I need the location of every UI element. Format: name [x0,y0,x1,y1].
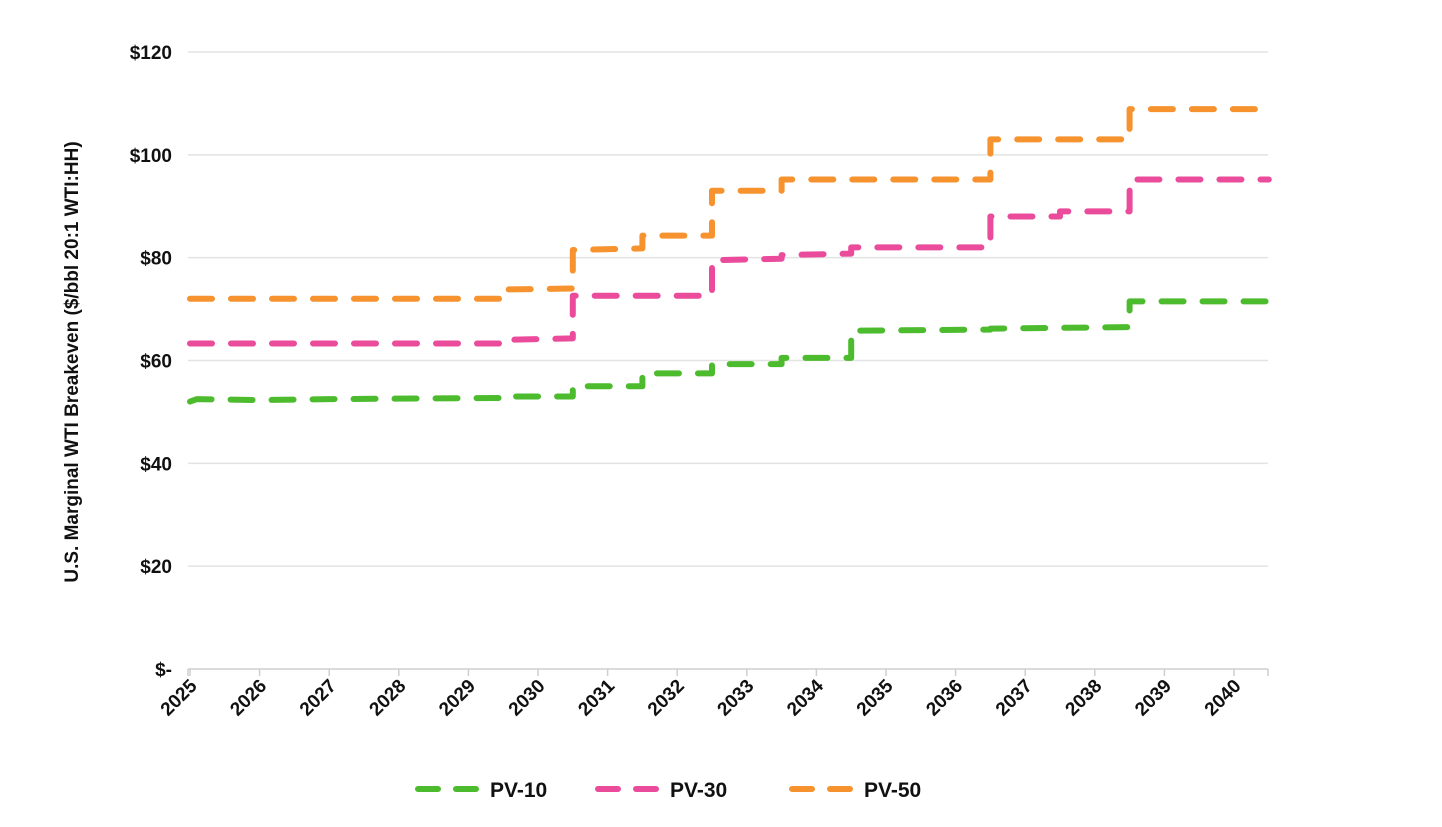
x-tick-label: 2029 [435,676,480,721]
x-tick-label: 2026 [226,676,271,721]
x-tick-label: 2033 [714,676,759,721]
x-tick-label: 2038 [1062,676,1107,721]
x-tick-label: 2036 [922,676,967,721]
legend-item-pv-10: PV-10 [415,779,547,802]
series-line-pv-50 [187,106,1272,302]
x-tick-label: 2040 [1201,676,1246,721]
x-tick-label: 2039 [1131,676,1176,721]
legend-item-pv-50: PV-50 [789,779,921,802]
x-tick-label: 2035 [853,675,898,720]
x-tick-label: 2030 [505,676,550,721]
x-tick-label: 2037 [992,676,1037,721]
legend-item-pv-30: PV-30 [595,779,727,802]
y-axis-title: U.S. Marginal WTI Breakeven ($/bbl 20:1 … [62,141,83,582]
legend-label: PV-50 [864,779,921,802]
y-tick-label: $80 [140,249,172,270]
y-tick-label: $40 [140,454,172,475]
y-tick-label: $120 [130,43,172,64]
series-lines [187,106,1272,405]
series-line-pv-30 [187,176,1272,347]
legend: PV-10 PV-30 PV-50 [415,779,921,802]
legend-label: PV-30 [670,779,727,802]
x-tick-label: 2034 [783,675,828,720]
x-tick-label: 2027 [296,676,341,721]
x-tick-label: 2025 [157,675,202,720]
y-tick-labels: $- $20 $40 $60 $80 $100 $120 [130,43,172,681]
x-tick-label: 2032 [644,676,689,721]
y-tick-label: $- [155,660,172,681]
x-tick-label: 2028 [366,676,411,721]
y-tick-label: $60 [140,352,172,373]
y-tick-label: $100 [130,146,172,167]
x-tick-label: 2031 [574,675,619,720]
y-tick-label: $20 [140,557,172,578]
legend-label: PV-10 [490,779,547,802]
x-tick-labels: 2025 2026 2027 2028 2029 2030 2031 2032 2033 2034… [157,675,1246,720]
series-line-pv-10 [187,298,1272,405]
